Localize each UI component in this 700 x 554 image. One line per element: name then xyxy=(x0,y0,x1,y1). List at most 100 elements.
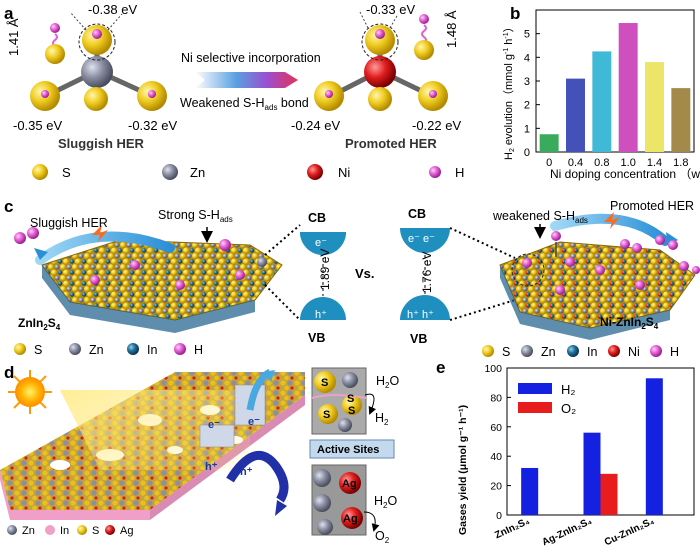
panel-a: a -0.38 eV 1.41 Å -0.35 eV -0.32 eV Sl xyxy=(4,2,464,180)
chart-e-legend: H₂ O₂ xyxy=(518,382,576,416)
chart-e-ytick-label: 80 xyxy=(490,392,502,404)
c-legend-r-ni: Ni xyxy=(628,345,640,359)
right-material-label: Ni-ZnIn2S4 xyxy=(600,315,659,331)
left-bl-energy: -0.35 eV xyxy=(13,118,62,133)
right-electrons: e⁻ e⁻ xyxy=(408,233,435,245)
legend-h2: H₂ xyxy=(561,382,575,397)
right-caption: Promoted HER xyxy=(345,136,437,151)
chart-b-xlabel: Ni doping concentration （wt%) xyxy=(550,167,700,181)
active-sites-label: Active Sites xyxy=(317,444,379,456)
lightning-icon-right xyxy=(604,212,620,229)
chart-b-ytick-label: 2 xyxy=(524,100,530,112)
c-legend-zn: Zn xyxy=(89,343,104,357)
left-hole: h⁺ xyxy=(315,309,327,321)
left-gap: 1.89 eV xyxy=(318,249,332,290)
arrow-top-text: Ni selective incorporation xyxy=(181,51,321,65)
left-electron: e⁻ xyxy=(315,237,327,249)
legend-ni: Ni xyxy=(338,165,350,180)
chart-e-ytick-label: 100 xyxy=(484,363,502,375)
chart-b-xtick-label: 0 xyxy=(546,157,552,169)
panel-d: d e⁻ e⁻ h⁺ h⁺ xyxy=(0,363,399,545)
legend-h: H xyxy=(455,165,464,180)
s-atom-back xyxy=(84,87,108,111)
panel-e: e Gases yield (μmol g⁻¹ h⁻¹) 0 20 40 60 80 10… xyxy=(436,358,695,548)
light-beam xyxy=(60,390,250,470)
right-tetrahedron xyxy=(314,11,448,111)
chart-b-bar xyxy=(645,62,664,152)
panel-d-legend: Zn In S Ag xyxy=(7,525,133,537)
inset-s-4: S xyxy=(323,409,330,421)
panel-label-c: c xyxy=(4,197,13,216)
zn-atom xyxy=(81,56,113,88)
legend-zn: Zn xyxy=(190,165,205,180)
left-material-label: ZnIn2S4 xyxy=(18,316,61,332)
right-cb-label: CB xyxy=(408,207,426,221)
h2-label: H2 xyxy=(375,411,389,427)
inset-s-2: S xyxy=(347,393,354,405)
d-legend-s: S xyxy=(92,525,99,537)
h2o-bottom: H2O xyxy=(374,494,397,510)
chart-b-ytick-label: 5 xyxy=(524,29,530,41)
left-sluggish-label: Sluggish HER xyxy=(30,216,108,230)
ni-atom xyxy=(364,56,396,88)
chart-b-xtick-label: 1.8 xyxy=(673,157,688,169)
panel-c-legend-left: S Zn In H xyxy=(14,343,203,357)
chart-b-xtick-label: 1.0 xyxy=(621,157,636,169)
chart-b-ytick-label: 4 xyxy=(524,52,530,64)
ag-label-1: Ag xyxy=(342,478,357,490)
active-sites-banner xyxy=(309,439,395,459)
d-electron-1: e⁻ xyxy=(208,419,220,431)
strong-sh-label: Strong S-Hads xyxy=(158,208,233,224)
panel-label-d: d xyxy=(4,363,14,382)
left-br-energy: -0.32 eV xyxy=(128,118,177,133)
inset-bottom xyxy=(311,464,367,536)
panel-a-legend: S Zn Ni H xyxy=(32,164,464,180)
panel-label-a: a xyxy=(4,4,14,23)
c-legend-r-zn: Zn xyxy=(541,345,556,359)
arrow-bottom-text: Weakened S-Hads bond xyxy=(180,96,309,112)
o2-label: O2 xyxy=(375,529,390,545)
c-legend-in: In xyxy=(147,343,157,357)
chart-e-ytick-label: 0 xyxy=(496,510,502,522)
panel-label-b: b xyxy=(510,4,520,23)
right-band-diagram xyxy=(400,227,516,321)
panel-b: b 0 1 2 3 4 5 0 0.4 0.8 1.0 1.4 1.8 H2 evolution（mm… xyxy=(502,4,700,181)
h2o-top: H2O xyxy=(376,374,399,390)
ag-label-2: Ag xyxy=(343,513,358,525)
right-br-energy: -0.22 eV xyxy=(412,118,461,133)
chart-b-ytick-label: 3 xyxy=(524,76,530,88)
c-legend-r-h: H xyxy=(670,345,679,359)
right-gap: 1.76 eV xyxy=(420,252,434,293)
weakened-sh-label: weakened S-Hads xyxy=(492,209,588,225)
panel-label-e: e xyxy=(436,358,445,377)
inset-top xyxy=(311,367,367,435)
chart-b-frame xyxy=(535,9,695,153)
chart-b-ytick-label: 1 xyxy=(524,123,530,135)
chart-e-ytick-label: 40 xyxy=(490,451,502,463)
promoted-her-label: Promoted HER xyxy=(610,199,694,213)
chart-e-ytick-label: 60 xyxy=(490,422,502,434)
left-band-diagram xyxy=(264,224,346,321)
panel-c: c Sluggish HER Strong S-Hads ZnIn2S4 xyxy=(4,197,700,359)
c-legend-h: H xyxy=(194,343,203,357)
left-top-energy: -0.38 eV xyxy=(88,2,137,17)
chart-b-bar xyxy=(671,88,691,152)
chart-e-ylabel: Gases yield (μmol g⁻¹ h⁻¹) xyxy=(457,405,469,535)
legend-o2: O₂ xyxy=(561,401,576,416)
chart-b-bar xyxy=(618,23,638,153)
right-vb-label: VB xyxy=(410,332,427,346)
right-crystal xyxy=(499,212,700,340)
d-legend-zn: Zn xyxy=(22,525,35,537)
right-bl-energy: -0.24 eV xyxy=(291,118,340,133)
versus-label: Vs. xyxy=(355,266,375,281)
chart-b-ylabel: H2 evolution（mmol g-1 h-1） xyxy=(502,21,516,160)
lightning-icon xyxy=(92,225,108,242)
c-legend-r-s: S xyxy=(502,345,510,359)
h-atom-adsorbed xyxy=(50,23,60,33)
chart-b-ytick-label: 0 xyxy=(524,147,530,159)
right-holes: h⁺ h⁺ xyxy=(407,309,434,321)
selective-arrow xyxy=(195,72,298,88)
chart-b-bar xyxy=(539,134,559,152)
left-cb-label: CB xyxy=(308,211,326,225)
